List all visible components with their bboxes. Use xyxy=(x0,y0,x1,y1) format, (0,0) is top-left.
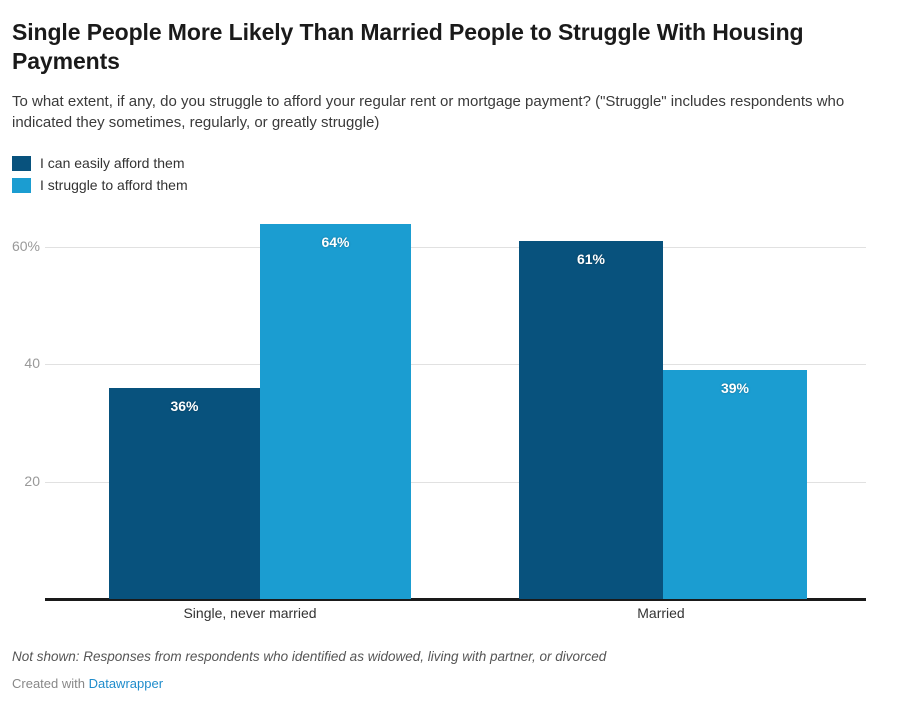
y-axis-tick-label: 60% xyxy=(11,237,40,254)
chart-subtitle: To what extent, if any, do you struggle … xyxy=(12,92,845,132)
footer-credit-prefix: Created with xyxy=(12,675,89,691)
gridline xyxy=(45,481,866,483)
chart-title: Single People More Likely Than Married P… xyxy=(12,19,804,75)
legend-item-label: I can easily afford them xyxy=(40,155,185,171)
legend-item[interactable]: I struggle to afford them xyxy=(12,174,188,196)
bar-value-label: 61% xyxy=(576,251,606,268)
x-axis-category-label: Married xyxy=(637,605,685,621)
legend-swatch-icon xyxy=(12,177,31,193)
bar-value-label: 39% xyxy=(720,380,750,397)
y-axis-tick-label: 20 xyxy=(24,472,40,489)
datawrapper-link[interactable]: Datawrapper xyxy=(88,675,164,691)
bar-value-label: 36% xyxy=(170,397,199,414)
legend-item-label: I struggle to afford them xyxy=(40,177,188,193)
chart-legend: I can easily afford them I struggle to af… xyxy=(12,152,188,196)
bar[interactable] xyxy=(109,387,260,599)
bar[interactable] xyxy=(260,223,411,599)
legend-item[interactable]: I can easily afford them xyxy=(12,152,188,174)
chart-header: Single People More Likely Than Married P… xyxy=(12,18,872,133)
bar[interactable] xyxy=(519,241,663,599)
chart-footer: Not shown: Responses from respondents wh… xyxy=(12,648,872,691)
footer-note: Not shown: Responses from respondents wh… xyxy=(12,649,607,664)
bar-value-label: 64% xyxy=(321,233,350,250)
footer-credit: Created with Datawrapper xyxy=(12,676,872,691)
x-axis-category-label: Single, never married xyxy=(183,605,317,621)
legend-swatch-icon xyxy=(12,155,31,171)
x-axis-baseline xyxy=(45,598,866,601)
bar[interactable] xyxy=(663,370,807,599)
gridline xyxy=(45,246,866,248)
gridline xyxy=(45,364,866,366)
y-axis-tick-label: 40 xyxy=(24,355,40,372)
